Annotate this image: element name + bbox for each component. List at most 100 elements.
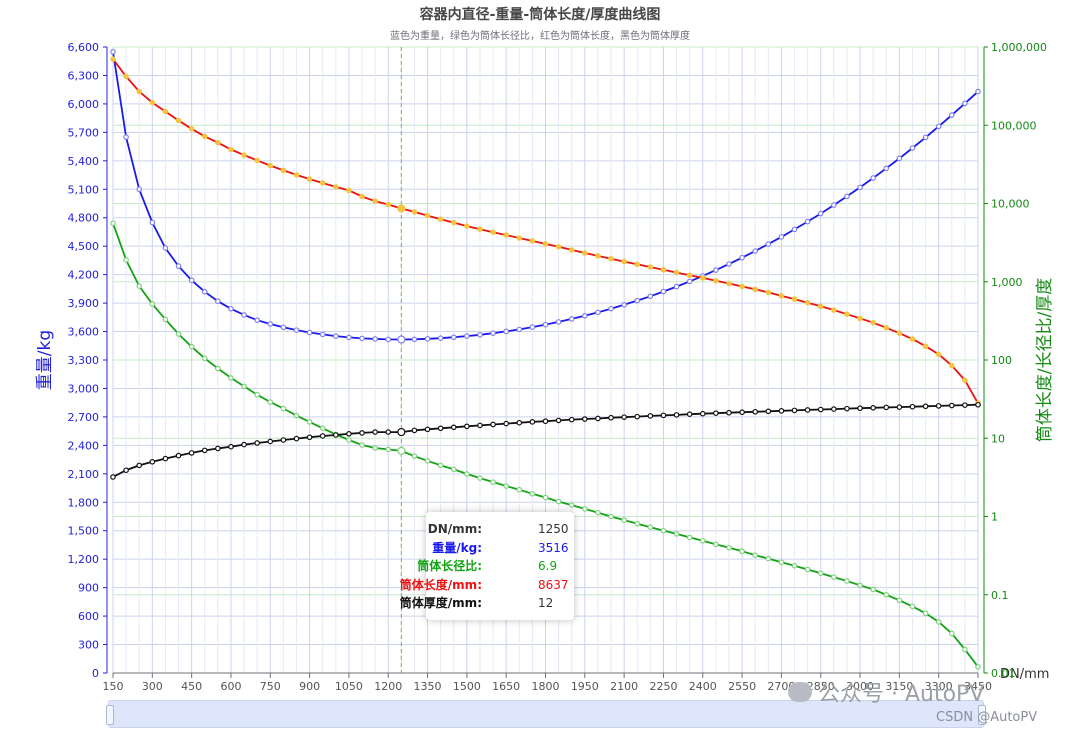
thickness-series-point xyxy=(883,404,890,411)
weight-series-point xyxy=(149,219,156,226)
weight-series-point xyxy=(136,186,143,193)
length-series-point xyxy=(529,238,536,244)
data-zoom-slider[interactable] xyxy=(106,700,986,728)
x-tick-label: 750 xyxy=(260,680,281,693)
y-left-tick-label: 1,500 xyxy=(68,525,100,538)
weight-series-point xyxy=(595,309,601,316)
length-series-point xyxy=(293,172,300,178)
length-series-point xyxy=(110,56,116,62)
weight-series-point xyxy=(804,218,811,225)
length-series-point xyxy=(791,296,798,302)
thickness-series-point xyxy=(397,427,406,437)
x-tick-label: 3450 xyxy=(964,680,992,693)
thickness-series-point xyxy=(359,430,365,436)
thickness-series-point xyxy=(293,435,300,442)
thickness-series-point xyxy=(542,418,549,425)
weight-series-point xyxy=(424,336,431,342)
thickness-series-point xyxy=(319,433,326,439)
tooltip-value: 3516 xyxy=(538,540,569,555)
length-series-point xyxy=(621,258,627,265)
ratio-series-point xyxy=(791,562,798,569)
length-series-point xyxy=(634,261,641,268)
tooltip-row: DN/mm: 1250 xyxy=(426,520,574,538)
x-tick-label: 2400 xyxy=(689,680,717,693)
ratio-series-point xyxy=(110,220,116,227)
ratio-series-point xyxy=(857,582,863,589)
thickness-series-point xyxy=(372,429,378,435)
length-series-point xyxy=(582,250,588,256)
thickness-series-point xyxy=(647,413,654,419)
length-series-point xyxy=(909,336,916,342)
thickness-series-point xyxy=(778,408,785,414)
weight-series-point xyxy=(477,331,483,338)
length-series-point xyxy=(739,283,745,290)
y-left-tick-label: 2,400 xyxy=(68,439,100,452)
ratio-series-point xyxy=(804,566,811,573)
weight-series-point xyxy=(831,202,837,208)
y-left-tick-label: 600 xyxy=(78,610,99,623)
thickness-series-point xyxy=(673,412,680,418)
weight-series-point xyxy=(280,324,287,331)
ratio-series-point xyxy=(149,301,156,307)
y-left-axis-label: 重量/kg xyxy=(35,330,55,390)
y-left-tick-label: 3,600 xyxy=(68,326,100,339)
ratio-series-point xyxy=(254,391,260,398)
length-series-point xyxy=(713,277,719,284)
x-tick-label: 1950 xyxy=(571,680,599,693)
length-series-point xyxy=(647,264,654,270)
weight-series-point xyxy=(188,277,195,284)
thickness-series-point xyxy=(215,445,221,452)
thickness-series-point xyxy=(123,467,129,474)
weight-series-point xyxy=(634,297,641,304)
weight-series-point xyxy=(686,278,693,285)
x-tick-label: 2100 xyxy=(610,680,638,693)
tooltip-label: DN/mm: xyxy=(427,522,482,536)
weight-series-point xyxy=(948,112,955,118)
weight-series-point xyxy=(568,316,575,322)
thickness-series-point xyxy=(686,411,693,417)
length-series-point xyxy=(595,253,601,259)
length-series-point xyxy=(450,219,457,226)
length-series-point xyxy=(935,351,942,358)
ratio-series-point xyxy=(555,498,562,505)
weight-series-point xyxy=(909,145,916,151)
thickness-series-point xyxy=(254,440,260,446)
length-series-point xyxy=(699,275,706,281)
weight-series-point xyxy=(175,263,182,269)
thickness-series-point xyxy=(752,408,758,415)
thickness-series-point xyxy=(162,455,169,462)
weight-series-point xyxy=(962,100,968,107)
weight-series-point xyxy=(123,134,129,140)
ratio-series-point xyxy=(385,446,392,453)
length-series-point xyxy=(883,324,890,331)
length-series-point xyxy=(673,269,680,276)
data-zoom-left-handle[interactable] xyxy=(106,705,114,725)
weight-series-point xyxy=(464,333,470,339)
length-series-point xyxy=(542,241,549,247)
ratio-series-point xyxy=(883,591,890,598)
tooltip: DN/mm: 1250 重量/kg: 3516 筒体长径比: 6.9 筒体长度/mm: 863… xyxy=(400,512,574,620)
thickness-series-point xyxy=(870,404,876,411)
thickness-series-point xyxy=(450,424,457,431)
ratio-series-point xyxy=(188,343,195,350)
length-series-point xyxy=(817,303,824,310)
y-right-tick-label: 100,000 xyxy=(991,119,1037,132)
y-right-tick-label: 1,000 xyxy=(991,276,1023,289)
weight-series-point xyxy=(267,321,274,327)
weight-series-point xyxy=(241,312,247,318)
thickness-series-point xyxy=(896,404,903,410)
weight-series-point xyxy=(975,88,981,95)
ratio-series-point xyxy=(464,471,470,477)
data-zoom-right-handle[interactable] xyxy=(978,705,986,725)
thickness-series-point xyxy=(503,420,509,427)
y-left-tick-label: 300 xyxy=(78,639,99,652)
tooltip-label: 筒体厚度/mm: xyxy=(399,596,482,610)
thickness-series-point xyxy=(110,474,116,480)
weight-series-point xyxy=(215,298,221,304)
thickness-series-point xyxy=(175,452,182,459)
tooltip-value: 6.9 xyxy=(538,559,558,573)
ratio-series-point xyxy=(215,365,221,372)
length-series-point xyxy=(555,243,562,250)
length-series-point xyxy=(922,343,929,350)
weight-series-point xyxy=(726,261,732,267)
